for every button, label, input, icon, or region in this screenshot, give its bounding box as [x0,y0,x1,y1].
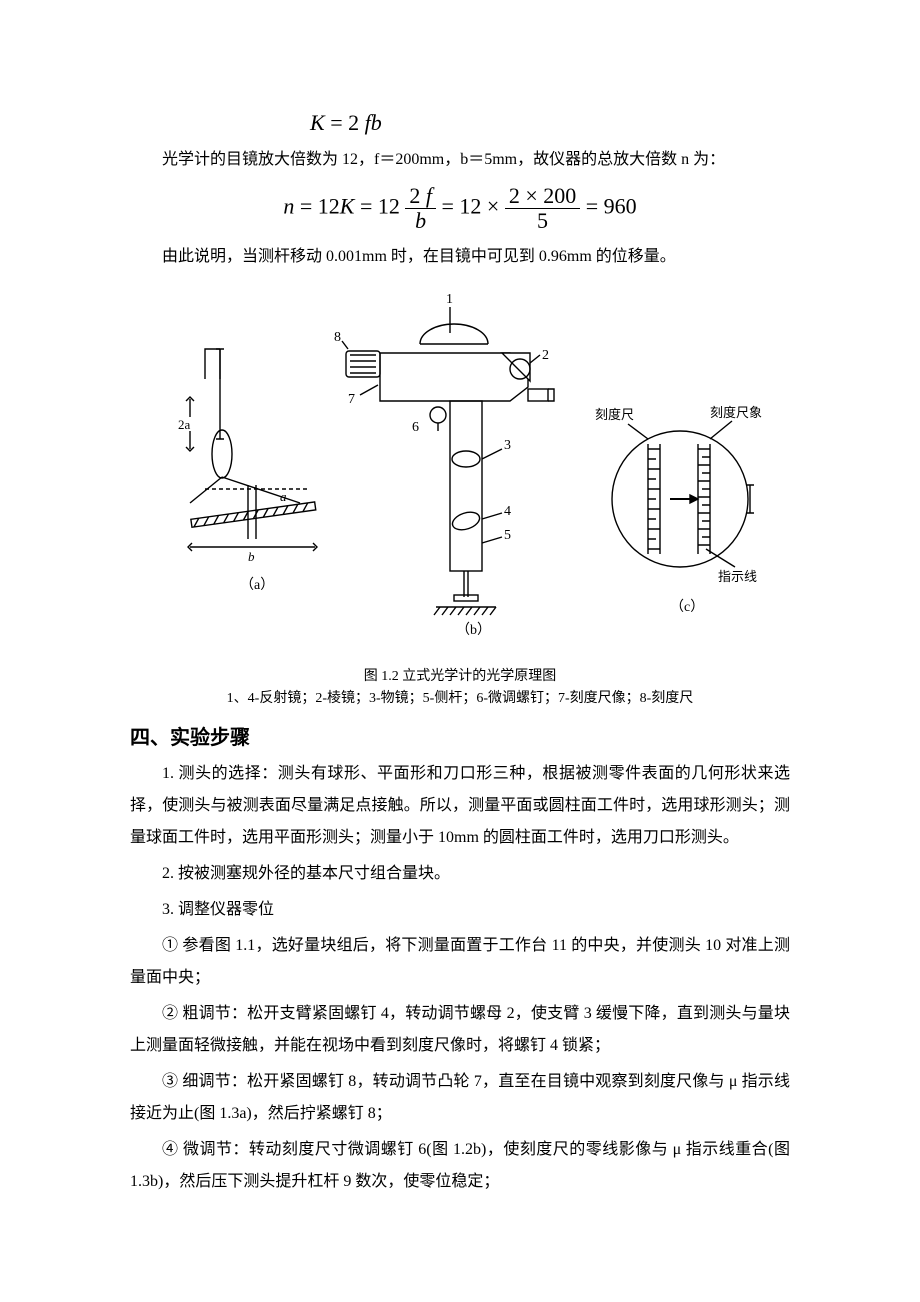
subfigure-a: 2a a [178,349,317,593]
svg-text:3: 3 [504,438,511,453]
label-scale-image: 刻度尺象 [710,405,762,420]
label-c: （c） [670,599,704,615]
label-b: （b） [456,622,491,638]
svg-text:1: 1 [446,292,453,307]
svg-text:4: 4 [504,504,511,519]
figure-legend: 1、4-反射镜；2-棱镜；3-物镜；5-侧杆；6-微调螺钉；7-刻度尺像；8-刻… [130,687,790,707]
label-2a: 2a [178,417,191,432]
section-4-heading: 四、实验步骤 [130,721,790,750]
svg-text:a: a [280,489,287,504]
figure-1-2: 2a a [130,289,790,659]
para-explain: 由此说明，当测杆移动 0.001mm 时，在目镜中可见到 0.96mm 的位移量… [130,241,790,273]
formula-n: n = 12K = 12 2 fb = 12 × 2 × 2005 = 960 [130,184,790,233]
figure-caption: 图 1.2 立式光学计的光学原理图 [130,665,790,685]
subfigure-c: 刻度尺 刻度尺象 指示线 （c） [595,405,762,615]
page: K = 2 fb 光学计的目镜放大倍数为 12，f＝200mm，b＝5mm，故仪… [0,0,920,1282]
step-3-2: ② 粗调节：松开支臂紧固螺钉 4，转动调节螺母 2，使支臂 3 缓慢下降，直到测… [130,998,790,1062]
svg-text:5: 5 [504,528,511,543]
subfigure-b: 1 8 2 [334,292,554,638]
step-3: 3. 调整仪器零位 [130,894,790,926]
svg-text:8: 8 [334,330,341,345]
optical-principle-diagram: 2a a [150,289,770,659]
formula-k: K = 2 fb [310,110,790,136]
svg-text:6: 6 [412,420,419,435]
step-3-1: ① 参看图 1.1，选好量块组后，将下测量面置于工作台 11 的中央，并使测头 … [130,930,790,994]
para-eyepiece: 光学计的目镜放大倍数为 12，f＝200mm，b＝5mm，故仪器的总放大倍数 n… [130,144,790,176]
label-a: （a） [240,577,274,593]
label-scale: 刻度尺 [595,407,634,422]
label-indicator: 指示线 [718,569,757,584]
svg-text:b: b [248,549,255,564]
svg-text:2: 2 [542,348,549,363]
step-1: 1. 测头的选择：测头有球形、平面形和刀口形三种，根据被测零件表面的几何形状来选… [130,758,790,854]
step-2: 2. 按被测塞规外径的基本尺寸组合量块。 [130,858,790,890]
step-3-3: ③ 细调节：松开紧固螺钉 8，转动调节凸轮 7，直至在目镜中观察到刻度尺像与 μ… [130,1066,790,1130]
svg-text:7: 7 [348,392,355,407]
step-3-4: ④ 微调节：转动刻度尺寸微调螺钉 6(图 1.2b)，使刻度尺的零线影像与 μ … [130,1134,790,1198]
